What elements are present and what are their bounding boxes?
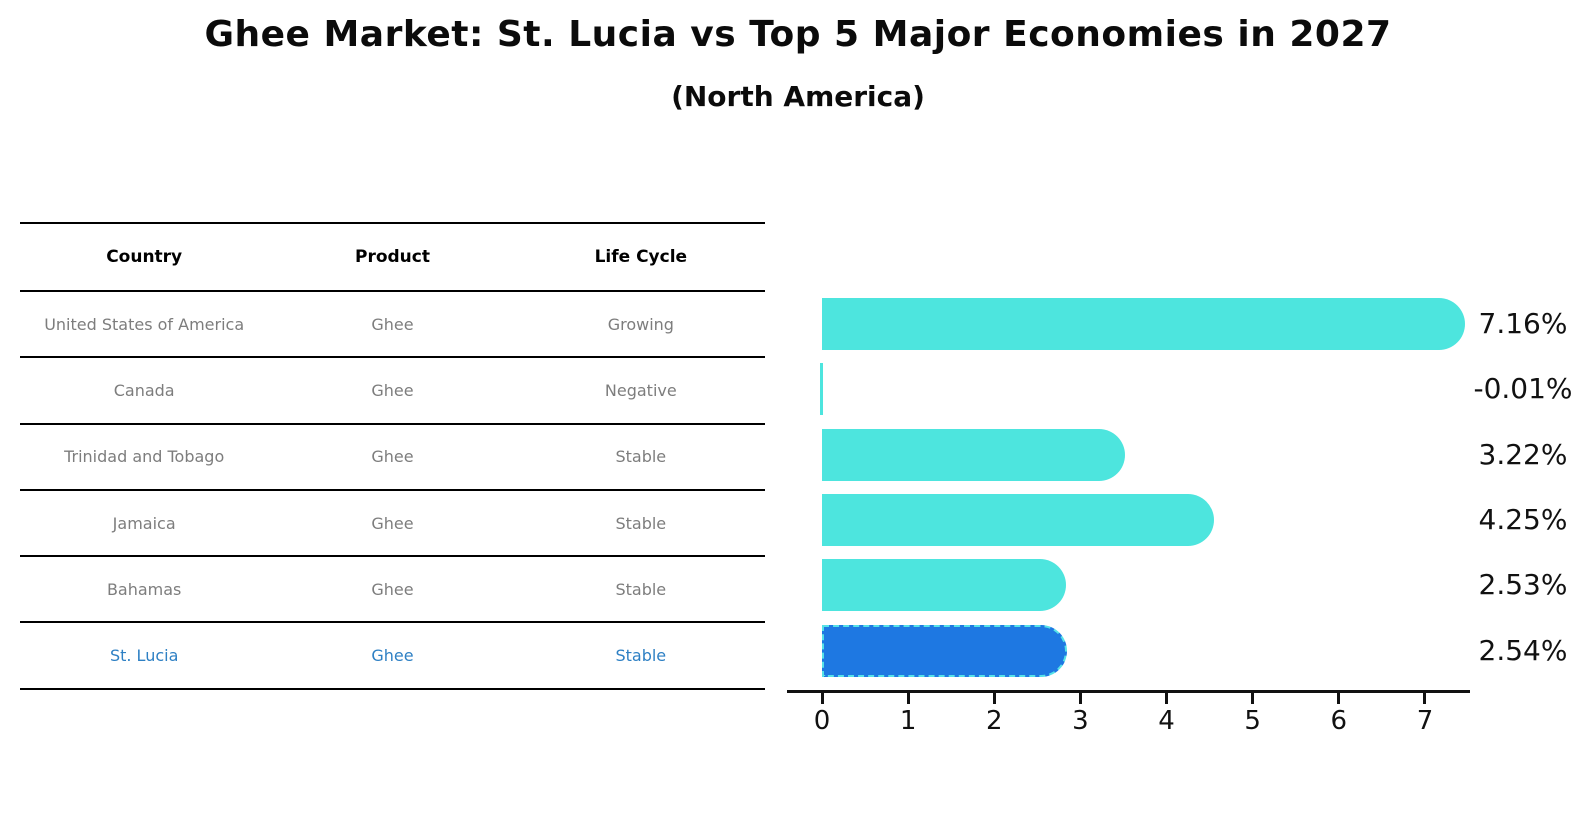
table-cell-life-cycle: Stable <box>615 447 667 467</box>
bar-value-label: 4.25% <box>1478 502 1568 536</box>
x-tick <box>1423 693 1427 704</box>
x-tick <box>992 693 996 704</box>
x-tick-label: 3 <box>1072 706 1089 736</box>
bar <box>822 493 1215 546</box>
bar-value-label: 7.16% <box>1478 307 1568 340</box>
bar-highlight <box>822 624 1067 677</box>
bar <box>820 363 823 416</box>
x-tick-label: 5 <box>1244 706 1261 736</box>
x-tick <box>1337 693 1341 704</box>
table-cell-product: Ghee <box>371 447 414 467</box>
table-cell-life-cycle: Stable <box>615 646 667 666</box>
chart-subtitle: (North America) <box>671 80 925 113</box>
bar <box>822 428 1126 481</box>
x-tick <box>906 693 910 704</box>
x-tick-label: 4 <box>1158 706 1175 736</box>
bar-value-label: 2.54% <box>1478 633 1568 667</box>
x-axis-line <box>787 690 1470 693</box>
column-header-life-cycle: Life Cycle <box>594 247 688 267</box>
table-cell-country: Canada <box>113 380 175 400</box>
x-tick <box>1165 693 1169 704</box>
table-header-row: Country Product Life Cycle <box>20 224 765 292</box>
table-row: Bahamas Ghee Stable <box>20 557 765 624</box>
table-body: United States of America Ghee Growing Canad… <box>20 292 765 690</box>
bar <box>822 298 1465 350</box>
column-header-product: Product <box>354 247 430 267</box>
table-cell-product: Ghee <box>371 579 414 599</box>
x-tick-label: 6 <box>1330 706 1348 736</box>
table-row: United States of America Ghee Growing <box>20 292 765 359</box>
x-tick <box>1078 693 1082 704</box>
table-cell-country: United States of America <box>44 314 245 334</box>
table-cell-life-cycle: Stable <box>615 513 667 533</box>
x-tick-label: 2 <box>985 706 1003 736</box>
table-row: Jamaica Ghee Stable <box>20 491 765 558</box>
table-cell-country: Jamaica <box>112 513 176 533</box>
bar <box>822 559 1066 612</box>
bar-value-label: -0.01% <box>1473 372 1573 406</box>
table-cell-life-cycle: Negative <box>604 380 677 400</box>
table-cell-product: Ghee <box>371 646 414 666</box>
table-row: Canada Ghee Negative <box>20 358 765 425</box>
table-cell-product: Ghee <box>371 380 414 400</box>
country-table: Country Product Life Cycle United States… <box>20 222 765 690</box>
table-cell-life-cycle: Stable <box>615 579 667 599</box>
x-tick-label: 7 <box>1416 706 1434 736</box>
column-header-country: Country <box>106 247 183 267</box>
table-row: St. Lucia Ghee Stable <box>20 623 765 690</box>
x-tick-label: 0 <box>813 706 831 736</box>
table-cell-country: St. Lucia <box>109 646 179 666</box>
x-tick <box>820 693 824 704</box>
bar-value-label: 2.53% <box>1478 568 1568 602</box>
table-row: Trinidad and Tobago Ghee Stable <box>20 425 765 491</box>
bar-value-label: 3.22% <box>1478 437 1568 471</box>
x-tick <box>1251 693 1255 704</box>
table-cell-product: Ghee <box>371 513 414 533</box>
table-cell-product: Ghee <box>371 314 414 334</box>
table-cell-country: Trinidad and Tobago <box>64 447 225 467</box>
x-tick-label: 1 <box>899 706 917 736</box>
chart-title: Ghee Market: St. Lucia vs Top 5 Major Ec… <box>204 14 1392 55</box>
table-cell-life-cycle: Growing <box>607 314 674 334</box>
table-cell-country: Bahamas <box>106 579 182 599</box>
